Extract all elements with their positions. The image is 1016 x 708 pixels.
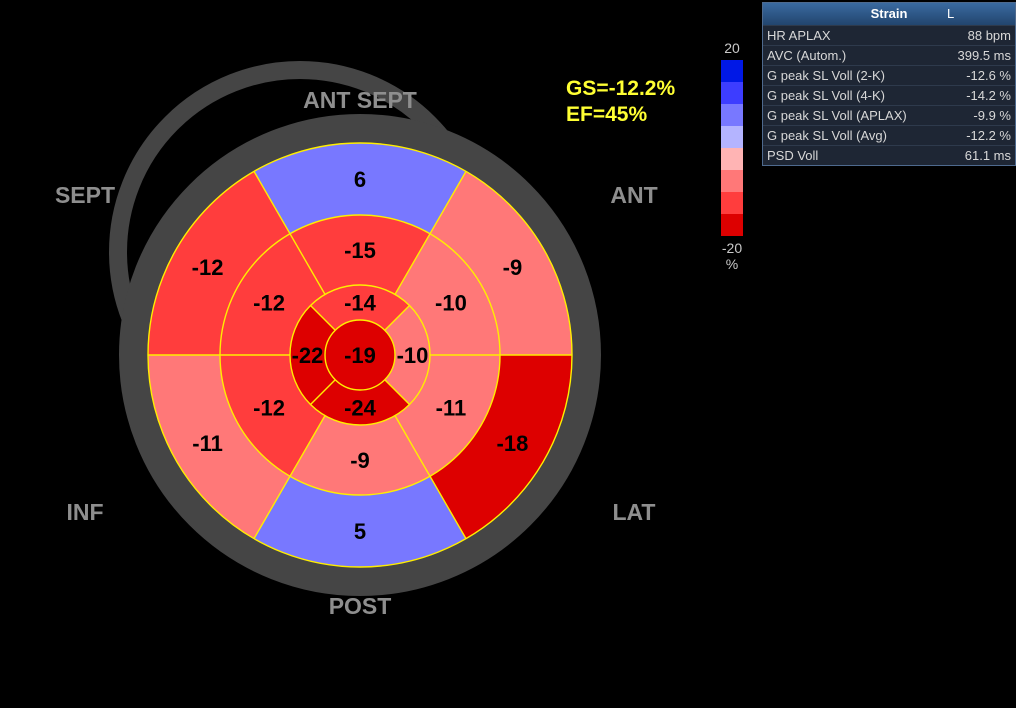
- result-label: G peak SL Voll (Avg): [767, 128, 887, 143]
- legend-min-label: -20: [721, 240, 743, 256]
- legend-color-bar: [721, 60, 743, 236]
- apex-segment-fill: [325, 320, 395, 390]
- basal-segment-fill: [430, 355, 572, 539]
- ejection-fraction-value: EF=45%: [566, 103, 648, 126]
- apical-segment-fill: [310, 379, 410, 425]
- wall-label-ant-sept: ANT SEPT: [303, 87, 417, 113]
- legend-color-cell: [721, 170, 743, 192]
- ring-boundary: [324, 319, 396, 391]
- apical-segment-value: -22: [292, 343, 324, 368]
- legend-color-cell: [721, 104, 743, 126]
- basal-segment-value: -9: [503, 255, 523, 280]
- legend-color-cell: [721, 148, 743, 170]
- result-label: G peak SL Voll (4-K): [767, 88, 886, 103]
- basal-segment-value: 5: [354, 519, 366, 544]
- mid-segment-fill: [290, 214, 430, 295]
- result-value: 88 bpm: [967, 28, 1011, 43]
- apical-segment-value: -24: [344, 396, 377, 421]
- mid-segment-fill: [395, 355, 500, 477]
- legend-color-cell: [721, 60, 743, 82]
- result-value: -14.2 %: [966, 88, 1011, 103]
- panel-flag: L: [947, 6, 955, 21]
- result-row: G peak SL Voll (APLAX) -9.9 %: [763, 105, 1015, 125]
- apical-segment-fill: [290, 305, 336, 405]
- result-label: G peak SL Voll (APLAX): [767, 108, 907, 123]
- apex-segment-value: -19: [344, 343, 376, 368]
- result-label: PSD Voll: [767, 148, 819, 163]
- result-label: AVC (Autom.): [767, 48, 847, 63]
- panel-title: Strain: [870, 6, 908, 21]
- result-row: PSD Voll 61.1 ms: [763, 145, 1015, 165]
- result-row: G peak SL Voll (Avg) -12.2 %: [763, 125, 1015, 145]
- result-row: HR APLAX 88 bpm: [763, 25, 1015, 45]
- result-row: G peak SL Voll (2-K) -12.6 %: [763, 65, 1015, 85]
- legend-color-cell: [721, 214, 743, 236]
- legend-unit-label: %: [725, 256, 739, 272]
- basal-segment-fill: [148, 355, 290, 539]
- result-value: -9.9 %: [973, 108, 1011, 123]
- segment-divider: [384, 379, 410, 405]
- mid-segment-value: -10: [435, 291, 467, 316]
- outer-ring: [119, 114, 601, 596]
- mid-segment-fill: [220, 233, 325, 355]
- basal-segment-value: -11: [192, 431, 223, 456]
- segment-divider: [394, 415, 467, 539]
- result-label: G peak SL Voll (2-K): [767, 68, 886, 83]
- legend-color-cell: [721, 82, 743, 104]
- basal-segment-value: -12: [192, 255, 224, 280]
- result-label: HR APLAX: [767, 28, 831, 43]
- basal-segment-fill: [254, 143, 466, 234]
- result-value: -12.6 %: [966, 68, 1011, 83]
- basal-segment-fill: [148, 171, 290, 355]
- mid-segment-value: -9: [350, 448, 370, 473]
- legend-color-cell: [721, 126, 743, 148]
- apical-segment-fill: [384, 305, 430, 405]
- panel-header[interactable]: Strain L: [763, 3, 1015, 25]
- basal-segment-value: -18: [497, 431, 529, 456]
- mid-segment-value: -11: [436, 396, 467, 421]
- legend-color-cell: [721, 192, 743, 214]
- segment-divider: [384, 305, 410, 331]
- segment-divider: [394, 171, 467, 295]
- segment-divider: [253, 171, 326, 295]
- mid-segment-fill: [290, 415, 430, 495]
- segment-divider: [310, 305, 336, 331]
- color-legend: 20 -20 %: [718, 40, 746, 272]
- wall-label-lat: LAT: [612, 499, 655, 525]
- apical-segment-value: -10: [397, 343, 429, 368]
- mid-segment-value: -12: [253, 396, 285, 421]
- segment-grid: [147, 142, 573, 568]
- wall-label-post: POST: [329, 593, 392, 619]
- segment-divider: [310, 379, 336, 405]
- global-summary: GS=-12.2% EF=45%: [566, 76, 675, 128]
- basal-segment-value: 6: [354, 167, 366, 192]
- result-value: 399.5 ms: [957, 48, 1011, 63]
- result-value: -12.2 %: [966, 128, 1011, 143]
- basal-segment-fill: [430, 171, 572, 355]
- wall-label-ant: ANT: [610, 182, 657, 208]
- basal-segment-fill: [254, 476, 466, 567]
- mid-segment-value: -12: [253, 291, 285, 316]
- wall-label-sept: SEPT: [55, 182, 115, 208]
- global-strain-value: GS=-12.2%: [566, 77, 676, 100]
- segment-divider: [253, 415, 326, 539]
- mid-segment-fill: [220, 355, 325, 477]
- mid-segment-fill: [395, 233, 500, 355]
- wall-label-inf: INF: [66, 499, 103, 525]
- strain-color-map: [148, 143, 572, 567]
- strain-results-panel: Strain L HR APLAX 88 bpm AVC (Autom.) 399.…: [762, 2, 1016, 166]
- segment-value-labels: 6 -9 -18 5 -11 -12 -15 -10 -11 -9 -12 -12 -14 -10 -24 -…: [192, 167, 529, 544]
- apical-segment-fill: [310, 285, 410, 331]
- result-value: 61.1 ms: [964, 148, 1011, 163]
- legend-max-label: 20: [724, 40, 740, 56]
- apical-segment-value: -14: [344, 291, 377, 316]
- result-row: AVC (Autom.) 399.5 ms: [763, 45, 1015, 65]
- result-row: G peak SL Voll (4-K) -14.2 %: [763, 85, 1015, 105]
- mid-segment-value: -15: [344, 238, 376, 263]
